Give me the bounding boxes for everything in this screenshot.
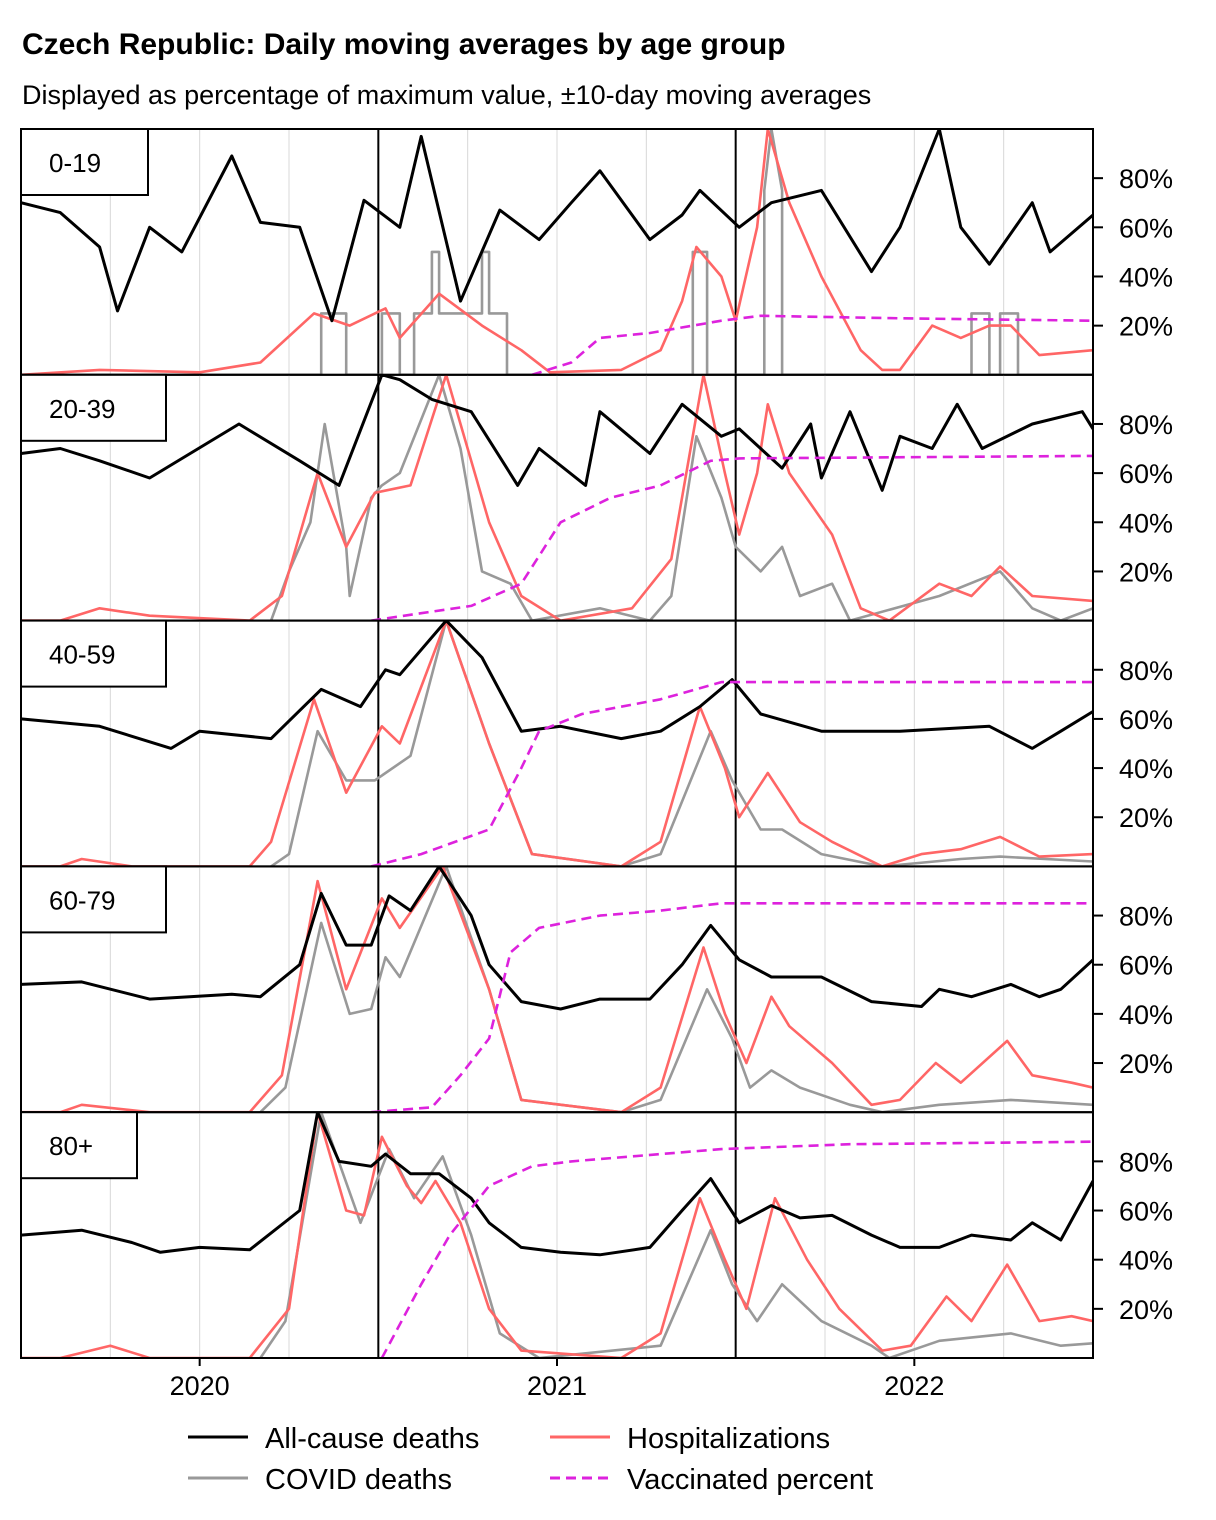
series-allcause-60-79 xyxy=(21,866,1093,1011)
panel-0-19: 0-19 20% 40% 60% 80% xyxy=(20,128,1173,376)
legend-label-hosp: Hospitalizations xyxy=(627,1423,830,1455)
series-hosp-0-19 xyxy=(21,129,1093,375)
legend-label-allcause: All-cause deaths xyxy=(265,1423,479,1455)
chart-subtitle: Displayed as percentage of maximum value… xyxy=(22,80,871,110)
panel-label-box xyxy=(20,128,149,196)
y-tick-label: 40% xyxy=(1119,1000,1173,1030)
panel-label: 60-79 xyxy=(49,885,116,915)
series-group xyxy=(21,866,1093,1113)
panel-60-79: 60-79 20% 40% 60% 80% xyxy=(20,865,1173,1114)
y-tick-label: 40% xyxy=(1119,754,1173,784)
panel-label-box xyxy=(20,1111,138,1180)
series-covid-60-79 xyxy=(259,866,1093,1113)
series-allcause-0-19 xyxy=(21,129,1093,323)
series-allcause-80+ xyxy=(21,1112,1093,1257)
chart-title: Czech Republic: Daily moving averages by… xyxy=(22,28,786,61)
y-tick-label: 80% xyxy=(1119,410,1173,440)
series-allcause-20-39 xyxy=(21,374,1093,492)
series-hosp-40-59 xyxy=(21,620,1093,867)
y-tick-label: 20% xyxy=(1119,557,1173,587)
panel-80+: 80+ 20% 40% 60% 80% xyxy=(20,1111,1173,1359)
y-tick-label: 20% xyxy=(1119,1049,1173,1079)
y-tick-label: 40% xyxy=(1119,262,1173,292)
y-tick-label: 40% xyxy=(1119,508,1173,538)
y-tick-label: 40% xyxy=(1119,1246,1173,1276)
panel-label-box xyxy=(20,373,167,442)
y-tick-label: 20% xyxy=(1119,1295,1173,1325)
series-covid-20-39 xyxy=(269,374,1093,621)
y-tick-label: 80% xyxy=(1119,656,1173,686)
legend-label-vacc: Vaccinated percent xyxy=(627,1464,873,1496)
series-covid-80+ xyxy=(259,1112,1093,1358)
series-covid-40-59 xyxy=(270,620,1093,867)
series-group xyxy=(21,620,1093,867)
y-tick-label: 20% xyxy=(1119,312,1173,342)
legend-label-covid: COVID deaths xyxy=(265,1464,452,1496)
panel-label-box xyxy=(20,865,167,934)
y-tick-label: 60% xyxy=(1119,213,1173,243)
series-hosp-60-79 xyxy=(21,866,1093,1113)
panel-label-box xyxy=(20,619,167,688)
panel-20-39: 20-39 20% 40% 60% 80% xyxy=(20,373,1173,622)
y-tick-label: 60% xyxy=(1119,1197,1173,1227)
y-tick-label: 60% xyxy=(1119,951,1173,981)
y-tick-label: 80% xyxy=(1119,902,1173,932)
panel-label: 40-59 xyxy=(49,640,116,670)
x-tick-label: 2020 xyxy=(170,1371,230,1401)
x-tick-label: 2021 xyxy=(527,1371,587,1401)
y-tick-label: 20% xyxy=(1119,803,1173,833)
x-tick-label: 2022 xyxy=(884,1371,944,1401)
series-group xyxy=(21,1112,1093,1358)
series-vacc-40-59 xyxy=(370,680,1093,867)
series-vacc-20-39 xyxy=(371,454,1093,621)
y-tick-label: 60% xyxy=(1119,705,1173,735)
panel-label: 80+ xyxy=(49,1131,93,1161)
series-allcause-40-59 xyxy=(21,620,1093,750)
panel-label: 20-39 xyxy=(49,394,116,424)
panel-label: 0-19 xyxy=(49,148,101,178)
series-hosp-80+ xyxy=(21,1112,1093,1358)
y-tick-label: 60% xyxy=(1119,459,1173,489)
series-vacc-80+ xyxy=(380,1140,1093,1358)
series-vacc-0-19 xyxy=(531,314,1093,375)
panel-40-59: 40-59 20% 40% 60% 80% xyxy=(20,619,1173,868)
series-vacc-60-79 xyxy=(371,901,1093,1113)
y-tick-label: 80% xyxy=(1119,164,1173,194)
series-group xyxy=(21,129,1093,375)
y-tick-label: 80% xyxy=(1119,1147,1173,1177)
